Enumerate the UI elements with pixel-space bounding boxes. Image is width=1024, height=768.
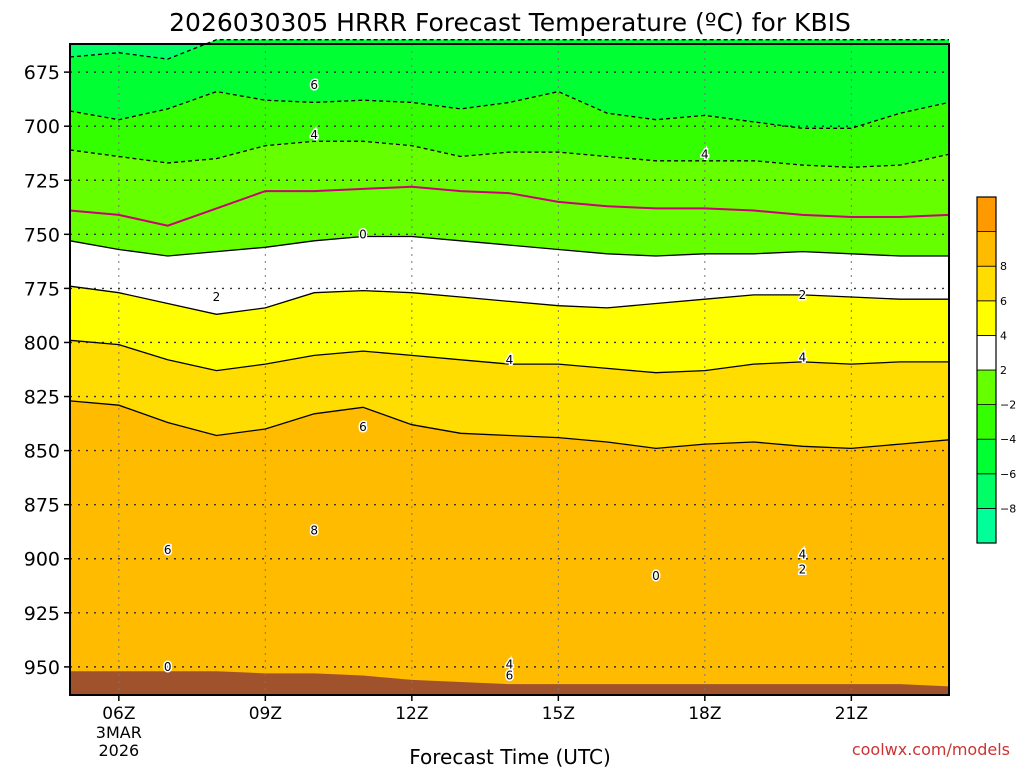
y-tick-label: 825 bbox=[24, 387, 60, 409]
chart-title: 2026030305 HRRR Forecast Temperature (ºC… bbox=[169, 8, 851, 37]
contour-line bbox=[69, 285, 949, 315]
colorbar-swatch bbox=[976, 334, 997, 371]
contour-label: 0 bbox=[652, 569, 660, 583]
x-tick-label: 21Z bbox=[835, 704, 868, 724]
plot-frame bbox=[69, 43, 950, 696]
contour-label: 4 bbox=[799, 547, 807, 561]
x-date-label: 3MAR bbox=[96, 723, 142, 742]
x-tick-label: 12Z bbox=[395, 704, 428, 724]
colorbar-label: −6 bbox=[1000, 468, 1016, 481]
contour-label: 6 bbox=[164, 543, 172, 557]
y-tick-label: 950 bbox=[24, 657, 60, 679]
contour-label: 0 bbox=[359, 227, 367, 241]
colorbar-label: −4 bbox=[1000, 433, 1016, 446]
contour-label: 6 bbox=[506, 669, 514, 683]
contour-label: 8 bbox=[310, 524, 318, 538]
contour-label: 2 bbox=[799, 288, 807, 302]
temperature-band bbox=[70, 141, 949, 226]
colorbar-swatch bbox=[976, 438, 997, 475]
y-tick-label: 675 bbox=[24, 62, 60, 84]
contour-label: 4 bbox=[506, 353, 514, 367]
temperature-band bbox=[70, 400, 949, 695]
contour-label: 4 bbox=[506, 658, 514, 672]
contour-line bbox=[69, 185, 950, 227]
contour-label: 6 bbox=[310, 78, 318, 92]
temperature-band bbox=[70, 186, 949, 256]
watermark: coolwx.com/models bbox=[852, 740, 1010, 759]
x-date-label: 2026 bbox=[98, 741, 139, 760]
contour-label: 2 bbox=[799, 563, 807, 577]
colorbar-swatch bbox=[976, 265, 997, 302]
temperature-band bbox=[70, 39, 949, 129]
colorbar-label: 8 bbox=[1000, 260, 1007, 273]
contour-line bbox=[69, 235, 949, 257]
contour-line bbox=[69, 140, 950, 168]
temperature-band bbox=[70, 236, 949, 315]
y-tick-label: 850 bbox=[24, 441, 60, 463]
x-tick-label: 06Z bbox=[102, 704, 135, 724]
colorbar-label: −2 bbox=[1000, 399, 1016, 412]
x-tick-label: 09Z bbox=[249, 704, 282, 724]
contours bbox=[69, 39, 950, 450]
contour-label: 4 bbox=[799, 351, 807, 365]
contour-label: 4 bbox=[310, 128, 318, 142]
x-axis-label: Forecast Time (UTC) bbox=[409, 745, 611, 768]
temperature-band bbox=[70, 286, 949, 373]
colorbar-swatch bbox=[976, 404, 997, 440]
colorbar: 8 6 4 2 −2 −4 −6 −8 bbox=[976, 196, 1016, 544]
y-tick-label: 750 bbox=[24, 224, 60, 246]
contour-label: 2 bbox=[213, 290, 221, 304]
contour-line bbox=[69, 339, 949, 374]
x-tick-label: 15Z bbox=[542, 704, 575, 724]
colorbar-frame bbox=[976, 196, 997, 544]
y-tick-label: 875 bbox=[24, 495, 60, 517]
contour-label: 6 bbox=[359, 420, 367, 434]
colorbar-label: 4 bbox=[1000, 329, 1007, 342]
x-tick-label: 18Z bbox=[688, 704, 721, 724]
contour-line bbox=[69, 400, 950, 450]
y-tick-label: 900 bbox=[24, 549, 60, 571]
contour-line bbox=[69, 39, 949, 60]
contour-label: 0 bbox=[164, 660, 172, 674]
colorbar-swatch bbox=[976, 300, 997, 336]
ground-surface bbox=[70, 671, 949, 695]
colorbar-swatch bbox=[976, 507, 997, 544]
colorbar-swatch bbox=[976, 473, 997, 509]
y-tick-label: 700 bbox=[24, 116, 60, 138]
temperature-band bbox=[70, 91, 949, 168]
colorbar-label: −8 bbox=[1000, 502, 1016, 515]
y-tick-label: 775 bbox=[24, 278, 60, 300]
colorbar-label: 6 bbox=[1000, 295, 1007, 308]
y-tick-label: 725 bbox=[24, 170, 60, 192]
contour-label: 4 bbox=[701, 147, 709, 161]
colorbar-swatch bbox=[976, 231, 997, 267]
y-tick-label: 800 bbox=[24, 332, 60, 354]
colorbar-label: 2 bbox=[1000, 364, 1007, 377]
colorbar-swatch bbox=[976, 196, 997, 232]
y-tick-label: 925 bbox=[24, 603, 60, 625]
colorbar-swatch bbox=[976, 369, 997, 405]
